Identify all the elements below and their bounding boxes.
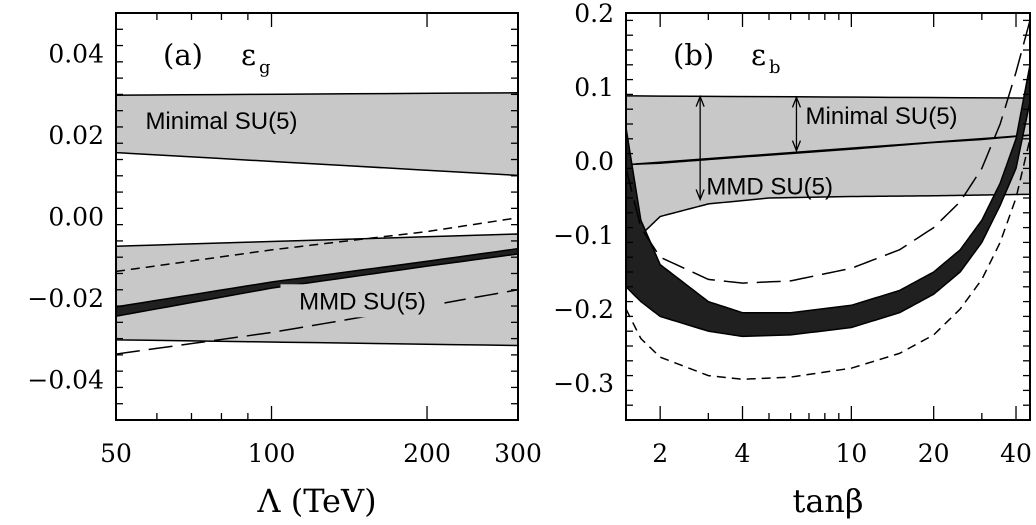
panel-symbol-b: ε	[751, 38, 766, 72]
arrow-b-0	[695, 94, 705, 202]
annotation-b-0: Minimal SU(5)	[806, 103, 958, 130]
band-a-2	[116, 247, 518, 317]
y-tick-label-b: 0.0	[574, 147, 614, 176]
plot-area-b	[626, 20, 1030, 381]
y-tick-label-a: 0.04	[48, 40, 104, 69]
x-tick-label-b: 20	[918, 439, 950, 468]
y-tick-label-a: 0.00	[48, 203, 104, 232]
annotation-text: MMD SU(5)	[299, 288, 426, 315]
panel-label-a: (a)	[163, 38, 203, 72]
curve-a-short-dash-0	[116, 216, 518, 273]
curve-b-long-dash-0	[626, 20, 1030, 284]
panel-a: −0.04 −0.02 0.00 0.02 0.04 50 100 200 300 Λ (TeV)…	[27, 12, 542, 520]
x-tick-label-a: 100	[248, 439, 296, 468]
annotation-a-0: Minimal SU(5)	[145, 108, 297, 135]
panel-subscript-b: b	[769, 57, 781, 78]
x-tick-label-b: 40	[1000, 439, 1032, 468]
y-tick-label-b: −0.1	[553, 221, 614, 250]
x-tick-label-b: 2	[652, 439, 668, 468]
annotation-text: MMD SU(5)	[706, 173, 833, 200]
y-tick-label-b: −0.2	[553, 295, 614, 324]
annotation-b-1: MMD SU(5)	[706, 173, 833, 200]
dark-band-b	[626, 64, 1030, 338]
y-tick-label-a: −0.02	[27, 284, 104, 313]
annotation-a-1: MMD SU(5)	[280, 284, 445, 318]
annotation-text: Minimal SU(5)	[145, 108, 297, 135]
band-b-1	[626, 134, 1030, 284]
y-tick-label-a: −0.04	[27, 365, 104, 394]
curve-a-long-dash-1	[116, 289, 518, 355]
x-tick-label-b: 4	[735, 439, 751, 468]
panel-subscript-a: g	[259, 57, 271, 78]
x-tick-label-a: 200	[403, 439, 451, 468]
frame-a	[115, 12, 519, 421]
panel-symbol-a: ε	[241, 38, 256, 72]
x-tick-label-a: 50	[100, 439, 132, 468]
panel-label-b: (b)	[673, 38, 714, 72]
band-a-0	[116, 92, 518, 177]
x-tick-label-b: 10	[835, 439, 867, 468]
y-tick-label-b: −0.3	[553, 369, 614, 398]
annotation-text: Minimal SU(5)	[806, 103, 958, 130]
x-axis-title-a: Λ (TeV)	[256, 482, 376, 520]
band-b-0	[626, 95, 1030, 166]
x-tick-label-a: 300	[494, 439, 542, 468]
y-tick-label-b: 0.2	[574, 0, 614, 28]
arrow-b-1	[791, 95, 802, 153]
y-tick-label-a: 0.02	[48, 121, 104, 150]
y-tick-label-b: 0.1	[574, 73, 614, 102]
x-axis-title-b: tanβ	[792, 482, 863, 520]
frame-b	[625, 12, 1031, 421]
curve-b-short-dash-1	[626, 138, 1030, 381]
panel-b: −0.3 −0.2 −0.1 0.0 0.1 0.2 2 4 10 20 40 tanβ (b) ε b Mi…	[553, 0, 1032, 520]
